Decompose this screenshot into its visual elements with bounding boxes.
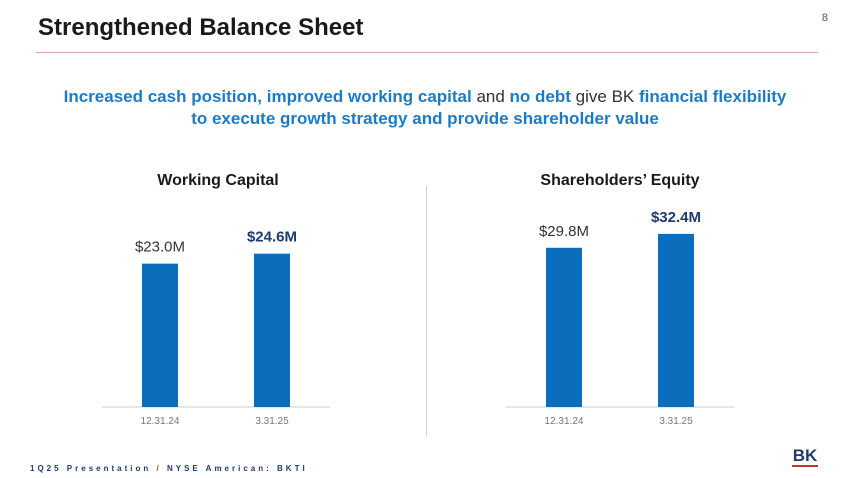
subtitle: Increased cash position, improved workin… <box>0 86 850 130</box>
subtitle-text-2: give BK <box>570 87 639 106</box>
data-label-12.31.24: $23.0M <box>135 239 185 256</box>
bar-12.31.24 <box>546 247 582 407</box>
tick-label-12.31.24: 12.31.24 <box>141 416 180 427</box>
tick-label-12.31.24: 12.31.24 <box>545 416 584 427</box>
subtitle-highlight-3: financial flexibility <box>638 87 787 106</box>
logo-underline <box>792 465 818 467</box>
subtitle-highlight-2: no debt <box>509 87 571 106</box>
footer-slash: / <box>156 464 162 473</box>
footer: 1Q25 Presentation / NYSE American: BKTI <box>30 464 308 473</box>
bk-logo: BK <box>792 446 818 467</box>
bar-3.31.25 <box>254 253 290 407</box>
working-capital-chart: $23.0M 12.31.24 $24.6M 3.31.25 <box>102 229 330 427</box>
chart-title-shareholders-equity: Shareholders’ Equity <box>540 172 700 189</box>
title-divider <box>36 52 818 53</box>
bar-12.31.24 <box>142 263 178 407</box>
data-label-12.31.24: $29.8M <box>539 223 589 240</box>
bar-3.31.25 <box>658 233 694 407</box>
subtitle-highlight-1: Increased cash position, improved workin… <box>63 87 472 106</box>
tick-label-3.31.25: 3.31.25 <box>255 416 289 427</box>
tick-label-3.31.25: 3.31.25 <box>659 416 693 427</box>
subtitle-highlight-4: to execute growth strategy and provide s… <box>191 109 659 128</box>
page-title: Strengthened Balance Sheet <box>38 14 364 41</box>
page-number: 8 <box>821 12 828 24</box>
data-label-3.31.25: $32.4M <box>651 209 701 226</box>
data-label-3.31.25: $24.6M <box>247 229 297 246</box>
footer-presentation: 1Q25 Presentation <box>30 464 152 473</box>
subtitle-text-1: and <box>471 87 510 106</box>
shareholders-equity-chart: $29.8M 12.31.24 $32.4M 3.31.25 <box>506 209 734 427</box>
footer-exchange: NYSE American: BKTI <box>166 464 308 473</box>
chart-title-working-capital: Working Capital <box>157 172 279 189</box>
chart-divider <box>426 186 427 436</box>
logo-text: BK <box>793 446 818 465</box>
